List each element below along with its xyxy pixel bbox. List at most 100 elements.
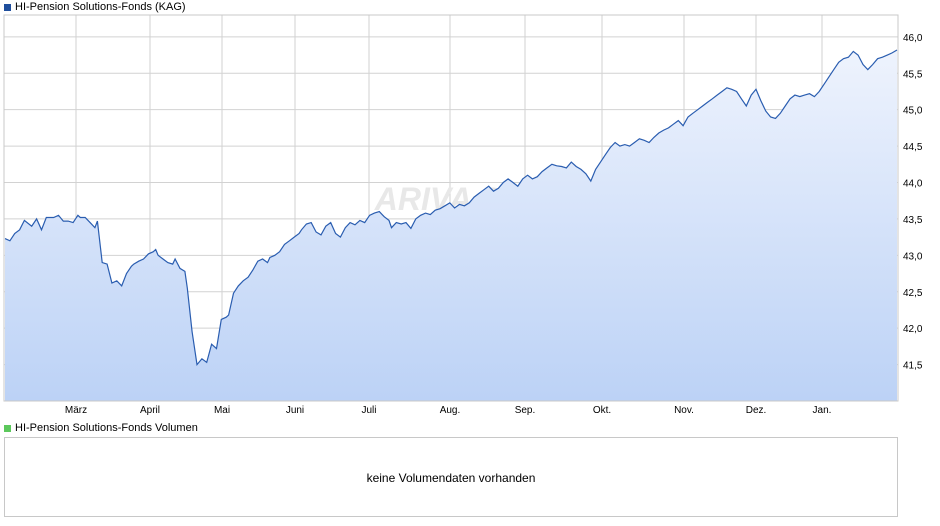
price-data-point bbox=[726, 87, 727, 88]
price-data-point bbox=[824, 84, 825, 85]
price-legend-swatch bbox=[4, 3, 11, 11]
x-tick-label: April bbox=[140, 405, 160, 416]
price-data-point bbox=[94, 227, 95, 228]
x-tick-label: Aug. bbox=[440, 405, 461, 416]
price-data-point bbox=[532, 178, 533, 179]
price-data-point bbox=[770, 116, 771, 117]
price-data-point bbox=[585, 173, 586, 174]
price-data-point bbox=[804, 95, 805, 96]
x-tick-label: Juli bbox=[361, 405, 376, 416]
price-data-point bbox=[867, 69, 868, 70]
price-data-point bbox=[551, 164, 552, 165]
price-data-point bbox=[425, 213, 426, 214]
price-data-point bbox=[405, 222, 406, 223]
price-data-point bbox=[340, 237, 341, 238]
x-tick-label: Nov. bbox=[674, 405, 694, 416]
price-data-point bbox=[619, 146, 620, 147]
plot-frame bbox=[3, 14, 899, 402]
volume-legend-swatch bbox=[4, 424, 11, 432]
price-data-point bbox=[90, 222, 91, 223]
price-data-point bbox=[862, 64, 863, 65]
price-data-point bbox=[58, 215, 59, 216]
price-data-point bbox=[153, 251, 154, 252]
price-data-point bbox=[420, 215, 421, 216]
price-data-point bbox=[238, 285, 239, 286]
price-data-point bbox=[102, 262, 103, 263]
price-data-point bbox=[274, 255, 275, 256]
price-data-point bbox=[760, 100, 761, 101]
price-data-point bbox=[218, 333, 219, 334]
x-tick-label: Dez. bbox=[746, 405, 767, 416]
price-data-point bbox=[391, 227, 392, 228]
price-data-point bbox=[658, 132, 659, 133]
price-data-point bbox=[809, 93, 810, 94]
price-data-point bbox=[155, 249, 156, 250]
price-data-point bbox=[833, 69, 834, 70]
price-data-point bbox=[644, 140, 645, 141]
price-data-point bbox=[522, 178, 523, 179]
x-tick-label: Jan. bbox=[813, 405, 832, 416]
price-data-point bbox=[401, 223, 402, 224]
price-data-point bbox=[320, 234, 321, 235]
price-data-point bbox=[41, 229, 42, 230]
price-data-point bbox=[133, 264, 134, 265]
price-data-point bbox=[493, 191, 494, 192]
price-data-point bbox=[882, 57, 883, 58]
volume-panel: keine Volumendaten vorhanden bbox=[4, 437, 898, 517]
price-data-point bbox=[872, 64, 873, 65]
price-data-point bbox=[116, 280, 117, 281]
price-data-point bbox=[243, 280, 244, 281]
price-data-point bbox=[459, 204, 460, 205]
price-data-point bbox=[765, 111, 766, 112]
price-data-point bbox=[639, 138, 640, 139]
price-data-point bbox=[226, 317, 227, 318]
price-data-point bbox=[605, 154, 606, 155]
price-data-point bbox=[634, 142, 635, 143]
price-data-point bbox=[649, 142, 650, 143]
price-data-point bbox=[359, 220, 360, 221]
price-data-point bbox=[167, 262, 168, 263]
price-data-point bbox=[595, 169, 596, 170]
price-data-point bbox=[887, 55, 888, 56]
price-data-point bbox=[179, 268, 180, 269]
price-data-point bbox=[717, 95, 718, 96]
price-data-point bbox=[512, 182, 513, 183]
price-data-point bbox=[736, 91, 737, 92]
price-data-point bbox=[162, 258, 163, 259]
price-data-point bbox=[330, 222, 331, 223]
price-data-point bbox=[469, 202, 470, 203]
price-data-point bbox=[284, 244, 285, 245]
price-data-point bbox=[192, 331, 193, 332]
price-data-point bbox=[316, 231, 317, 232]
price-data-point bbox=[537, 176, 538, 177]
price-data-point bbox=[4, 238, 5, 239]
price-data-point bbox=[301, 229, 302, 230]
price-legend-label: HI-Pension Solutions-Fonds (KAG) bbox=[15, 1, 186, 13]
price-data-point bbox=[289, 240, 290, 241]
x-tick-label: Okt. bbox=[593, 405, 611, 416]
price-data-point bbox=[464, 205, 465, 206]
price-data-point bbox=[216, 348, 217, 349]
price-data-point bbox=[794, 95, 795, 96]
price-data-point bbox=[527, 175, 528, 176]
price-data-point bbox=[374, 213, 375, 214]
price-data-point bbox=[233, 293, 234, 294]
price-data-point bbox=[187, 288, 188, 289]
price-data-point bbox=[702, 105, 703, 106]
price-chart: ARIVA.DE 41,542,042,543,043,544,044,545,… bbox=[3, 14, 923, 416]
x-tick-label: Mai bbox=[214, 405, 230, 416]
price-data-point bbox=[252, 269, 253, 270]
price-data-point bbox=[138, 261, 139, 262]
volume-legend-label: HI-Pension Solutions-Fonds Volumen bbox=[15, 422, 198, 434]
price-data-point bbox=[31, 226, 32, 227]
price-series-line bbox=[4, 49, 898, 367]
price-data-point bbox=[444, 205, 445, 206]
price-data-point bbox=[211, 344, 212, 345]
price-data-point bbox=[629, 146, 630, 147]
price-data-point bbox=[345, 227, 346, 228]
price-data-point bbox=[488, 186, 489, 187]
y-tick-label: 44,0 bbox=[903, 179, 923, 190]
price-data-point bbox=[546, 167, 547, 168]
price-data-point bbox=[731, 89, 732, 90]
y-tick-label: 46,0 bbox=[903, 33, 923, 44]
